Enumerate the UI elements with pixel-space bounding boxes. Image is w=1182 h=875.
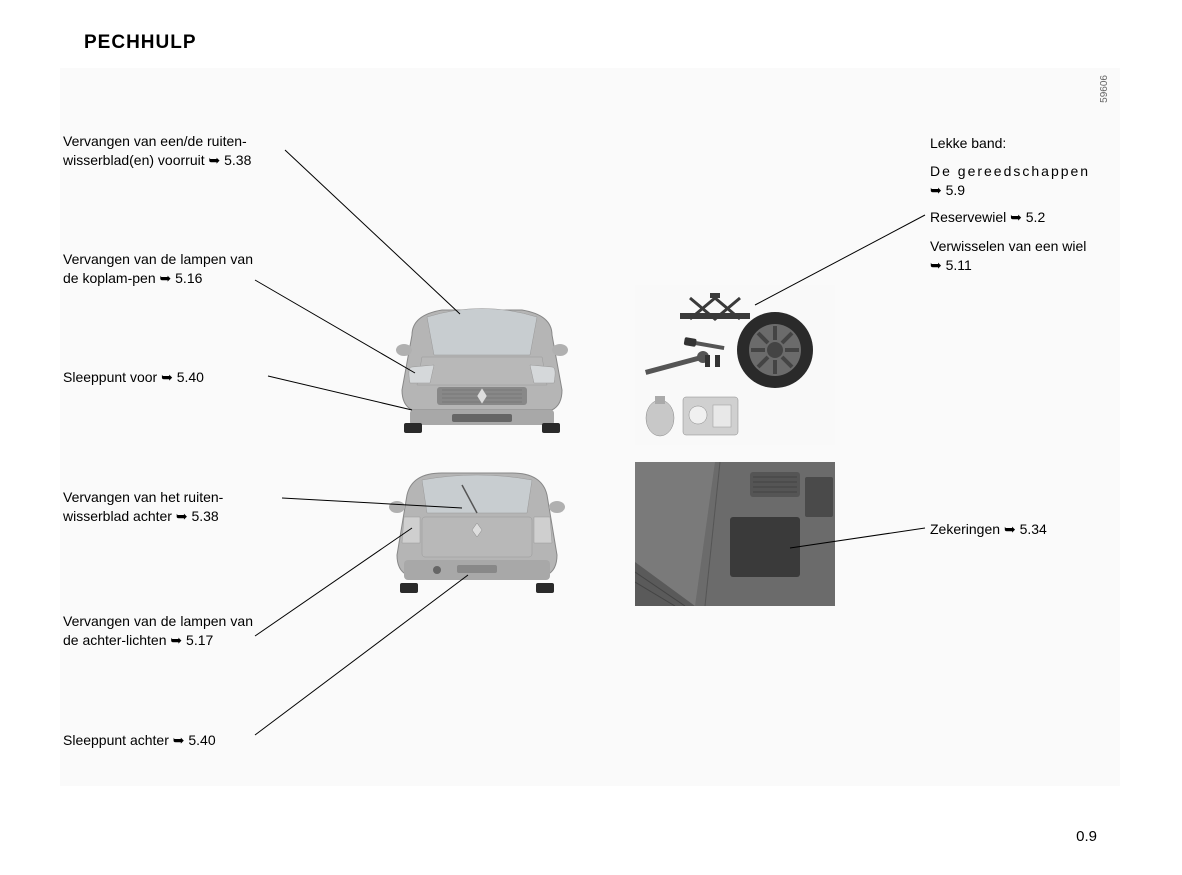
arrow-icon: ➥ <box>161 368 173 387</box>
label-wiper-front: Vervangen van een/de ruiten-wisserblad(e… <box>63 132 283 170</box>
car-front-illustration <box>382 295 582 445</box>
label-ref: 5.2 <box>1026 209 1045 225</box>
label-ref: 5.9 <box>946 182 965 198</box>
car-rear-illustration <box>372 465 582 605</box>
label-ref: 5.17 <box>186 632 213 648</box>
label-rear-lamp: Vervangen van de lampen van de achter-li… <box>63 612 253 650</box>
arrow-icon: ➥ <box>160 269 172 288</box>
label-text: Vervangen van de lampen van de koplam-pe… <box>63 251 253 286</box>
reference-number: 59606 <box>1099 75 1110 103</box>
label-ref: 5.38 <box>191 508 218 524</box>
fuse-illustration <box>635 462 835 606</box>
page-number: 0.9 <box>1076 828 1097 845</box>
label-ref: 5.34 <box>1020 521 1047 537</box>
label-change-wheel: Verwisselen van een wiel ➥ 5.11 <box>930 237 1110 275</box>
arrow-icon: ➥ <box>173 731 185 750</box>
arrow-icon: ➥ <box>930 181 942 200</box>
page-title: PECHHULP <box>84 32 197 54</box>
label-text: De gereedschappen <box>930 163 1090 179</box>
label-wiper-rear: Vervangen van het ruiten-wisserblad acht… <box>63 488 283 526</box>
label-text: Reservewiel <box>930 209 1006 225</box>
label-text: Zekeringen <box>930 521 1000 537</box>
label-tow-front: Sleeppunt voor ➥ 5.40 <box>63 368 283 387</box>
arrow-icon: ➥ <box>209 151 221 170</box>
label-text: Sleeppunt achter <box>63 732 169 748</box>
label-ref: 5.11 <box>946 257 972 273</box>
arrow-icon: ➥ <box>1010 208 1022 227</box>
arrow-icon: ➥ <box>1004 520 1016 539</box>
label-ref: 5.40 <box>188 732 215 748</box>
label-fuses: Zekeringen ➥ 5.34 <box>930 520 1110 539</box>
label-tow-rear: Sleeppunt achter ➥ 5.40 <box>63 731 323 750</box>
label-headlamp: Vervangen van de lampen van de koplam-pe… <box>63 250 253 288</box>
label-flat-tire: Lekke band: <box>930 134 1110 153</box>
arrow-icon: ➥ <box>170 631 182 650</box>
arrow-icon: ➥ <box>930 256 942 275</box>
tools-illustration <box>635 285 835 445</box>
label-tools: De gereedschappen ➥ 5.9 <box>930 162 1110 200</box>
label-ref: 5.38 <box>224 152 251 168</box>
label-text: Sleeppunt voor <box>63 369 157 385</box>
arrow-icon: ➥ <box>176 507 188 526</box>
label-spare-wheel: Reservewiel ➥ 5.2 <box>930 208 1110 227</box>
label-text: Verwisselen van een wiel <box>930 238 1086 254</box>
label-ref: 5.40 <box>177 369 204 385</box>
label-ref: 5.16 <box>175 270 202 286</box>
label-text: Vervangen van de lampen van de achter-li… <box>63 613 253 648</box>
